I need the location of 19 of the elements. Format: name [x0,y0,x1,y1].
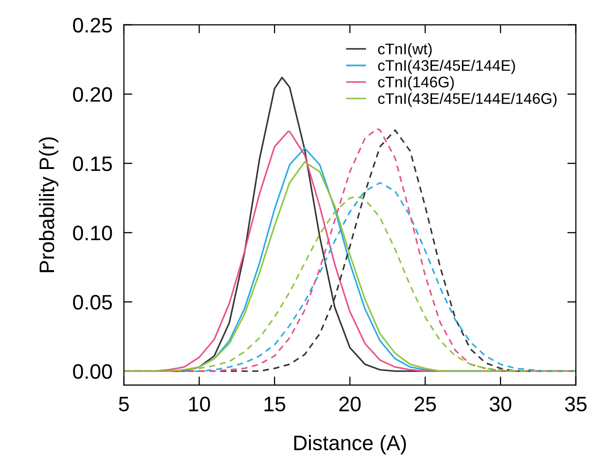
x-tick-label: 10 [189,396,210,412]
y-tick-label: 0.20 [73,87,112,102]
y-axis-title: Probability P(r) [38,137,58,272]
x-tick-label: 35 [565,396,587,412]
y-tick-label: 0.15 [73,156,112,172]
y-tick-label: 0.25 [73,18,112,33]
x-tick-label: 20 [339,396,361,412]
y-tick-label: 0.00 [73,364,112,379]
x-tick-label: 15 [264,396,286,412]
y-tick-label: 0.10 [73,226,112,240]
legend-label: cTnI(43E/45E/144E/146G) [378,92,557,108]
x-tick-label: 30 [490,396,512,412]
x-tick-label: 25 [414,396,436,412]
legend-label: cTnI(146G) [378,76,454,90]
x-axis-title: Distance (A) [294,434,406,454]
legend-label: cTnI(wt) [378,43,432,58]
y-tick-label: 0.05 [73,294,112,310]
x-tick-label: 5 [118,396,129,412]
legend-label: cTnI(43E/45E/144E) [378,60,515,74]
